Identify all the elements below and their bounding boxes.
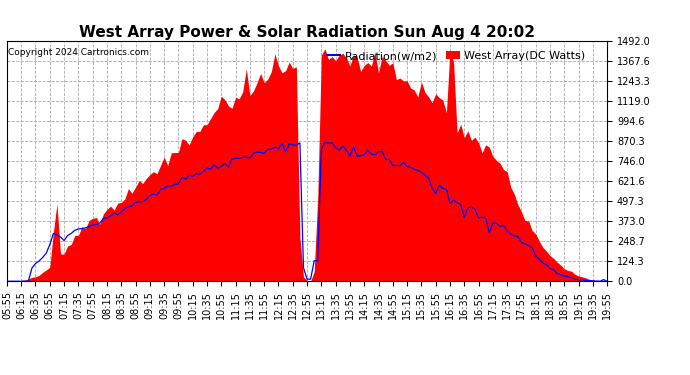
Text: Copyright 2024 Cartronics.com: Copyright 2024 Cartronics.com <box>8 48 149 57</box>
Title: West Array Power & Solar Radiation Sun Aug 4 20:02: West Array Power & Solar Radiation Sun A… <box>79 25 535 40</box>
Legend: Radiation(w/m2), West Array(DC Watts): Radiation(w/m2), West Array(DC Watts) <box>323 47 590 66</box>
